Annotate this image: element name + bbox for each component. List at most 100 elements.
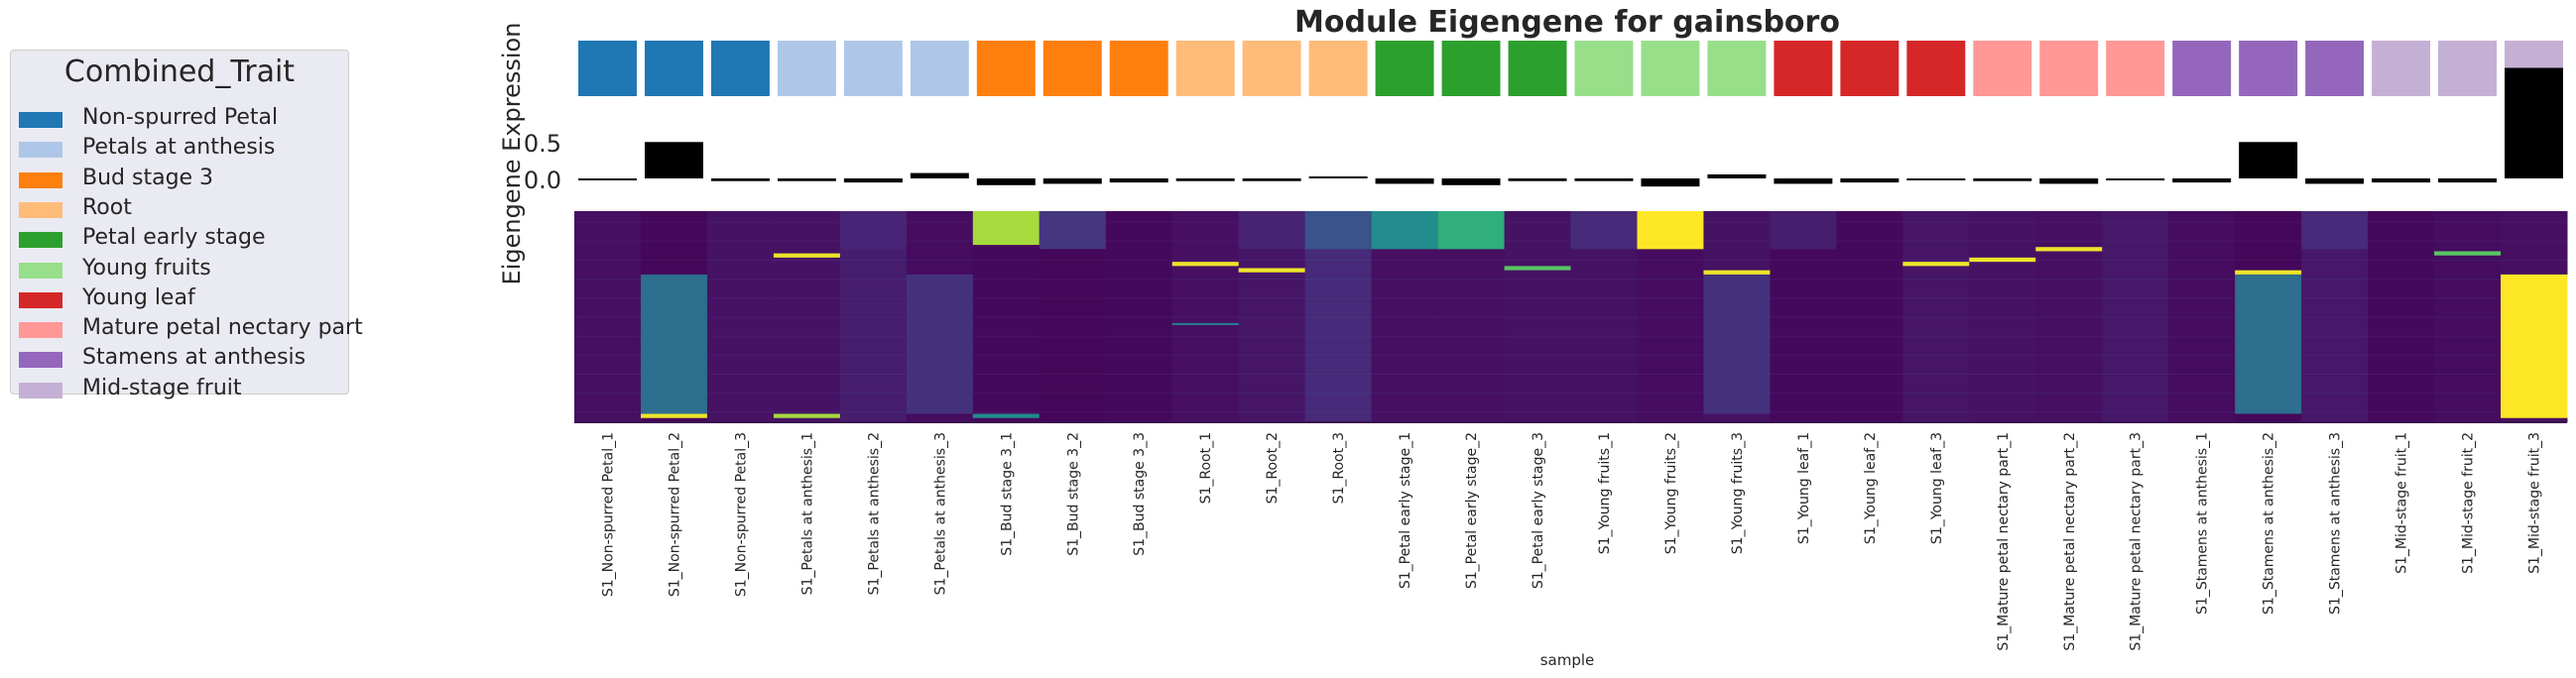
legend-swatch: [19, 232, 62, 249]
heatmap-cell: [1238, 297, 1306, 299]
eigengene-bar: [1242, 178, 1301, 181]
heatmap-cell: [1770, 211, 1837, 250]
heatmap-cell: [706, 297, 775, 299]
heatmap-cell: [574, 297, 642, 299]
heatmap-cell: [706, 354, 775, 356]
heatmap-cell: [2301, 335, 2369, 337]
x-tick-label: S1_Non-spurred Petal_1: [600, 432, 616, 597]
x-axis-label: sample: [1540, 651, 1595, 669]
y-tick-label: 0.5: [524, 130, 561, 158]
heatmap-cell: [1504, 354, 1571, 356]
heatmap-cell: [2168, 221, 2236, 223]
heatmap-cell: [1039, 374, 1107, 376]
heatmap-cell: [1171, 259, 1240, 261]
heatmap-cell: [2434, 393, 2502, 395]
heatmap-cell: [1570, 354, 1638, 356]
heatmap-cell: [1504, 374, 1571, 376]
eigengene-bar: [644, 142, 703, 178]
heatmap-cell: [1371, 297, 1439, 299]
heatmap-cell: [1836, 259, 1903, 261]
heatmap-cell: [1371, 316, 1439, 318]
heatmap-cell: [2235, 221, 2302, 223]
legend-label: Non-spurred Petal: [82, 105, 279, 130]
heatmap-cell: [972, 393, 1041, 395]
heatmap-cell: [1437, 335, 1506, 337]
eigengene-bar: [777, 178, 836, 181]
heatmap-cell: [1304, 374, 1373, 376]
heatmap-cell: [1304, 335, 1373, 337]
heatmap-cell: [706, 411, 775, 413]
heatmap-cell: [1902, 262, 1970, 267]
heatmap-cell: [640, 240, 708, 242]
heatmap-cell: [839, 393, 908, 395]
heatmap-cell: [1504, 411, 1571, 413]
x-tick-label: S1_Root_3: [1331, 432, 1347, 504]
heatmap-cell: [1238, 279, 1306, 281]
heatmap-cell: [1039, 211, 1107, 250]
heatmap-cell: [2434, 259, 2502, 261]
heatmap-cell: [2035, 279, 2103, 281]
legend-swatch: [19, 171, 62, 188]
heatmap-cell: [1039, 279, 1107, 281]
heatmap-cell: [2168, 297, 2236, 299]
heatmap-cell: [2235, 274, 2302, 414]
x-tick-label: S1_Mid-stage fruit_1: [2394, 432, 2410, 574]
heatmap-cell: [1437, 279, 1506, 281]
x-tick-label: S1_Non-spurred Petal_3: [733, 432, 749, 597]
heatmap-cell: [773, 316, 841, 318]
heatmap-cell: [773, 240, 841, 242]
eigengene-bar: [1840, 178, 1900, 183]
trait-color-cell: [1574, 41, 1634, 96]
heatmap-cell: [2102, 297, 2169, 299]
heatmap-cell: [1304, 354, 1373, 356]
y-tick-label: 0.0: [524, 167, 561, 194]
heatmap-cell: [1836, 374, 1903, 376]
x-tick-label: S1_Petals at anthesis_3: [932, 432, 948, 595]
heatmap-cell: [2235, 240, 2302, 242]
x-tick-label: S1_Bud stage 3_2: [1065, 432, 1081, 556]
heatmap-cell: [1637, 259, 1704, 261]
heatmap-cell: [2301, 211, 2369, 250]
heatmap-cell: [706, 374, 775, 376]
heatmap-cell: [972, 335, 1041, 337]
heatmap-cell: [972, 211, 1041, 246]
heatmap-cell: [1504, 221, 1571, 223]
heatmap-cell: [1105, 393, 1173, 395]
heatmap-cell: [906, 240, 974, 242]
heatmap-cell: [640, 221, 708, 223]
eigengene-bar: [1043, 178, 1102, 184]
heatmap-cell: [2301, 316, 2369, 318]
heatmap-cell: [972, 279, 1041, 281]
heatmap-cell: [1969, 240, 2036, 242]
heatmap-cell: [1570, 374, 1638, 376]
trait-color-cell: [1308, 41, 1368, 96]
heatmap-cell: [640, 274, 708, 414]
heatmap-cell: [1437, 211, 1506, 250]
heatmap-cell: [2368, 374, 2435, 376]
heatmap-cell: [1902, 354, 1970, 356]
heatmap-cell: [1171, 393, 1240, 395]
legend-swatch: [19, 142, 62, 159]
legend-swatch: [19, 352, 62, 369]
eigengene-bar: [578, 178, 637, 180]
heatmap-cell: [2035, 374, 2103, 376]
heatmap-cell: [1703, 259, 1771, 261]
heatmap-cell: [1770, 297, 1837, 299]
eigengene-bar: [1441, 178, 1501, 185]
heatmap-cell: [1570, 393, 1638, 395]
x-tick-label: S1_Mature petal nectary part_3: [2129, 432, 2145, 651]
heatmap-cell: [706, 393, 775, 395]
heatmap-cell: [1437, 354, 1506, 356]
heatmap-cell: [1969, 393, 2036, 395]
trait-color-cell: [843, 41, 903, 96]
eigengene-bar: [1973, 178, 2032, 181]
heatmap-cell: [1304, 297, 1373, 299]
heatmap-cell: [706, 279, 775, 281]
x-tick-label: S1_Petals at anthesis_1: [799, 432, 815, 595]
heatmap-cell: [1637, 374, 1704, 376]
y-axis-label: Eigengene Expression: [498, 23, 526, 285]
eigengene-bar: [2172, 178, 2232, 183]
heatmap-cell: [2434, 240, 2502, 242]
legend-swatch: [19, 322, 62, 339]
eigengene-bar: [1175, 178, 1235, 181]
